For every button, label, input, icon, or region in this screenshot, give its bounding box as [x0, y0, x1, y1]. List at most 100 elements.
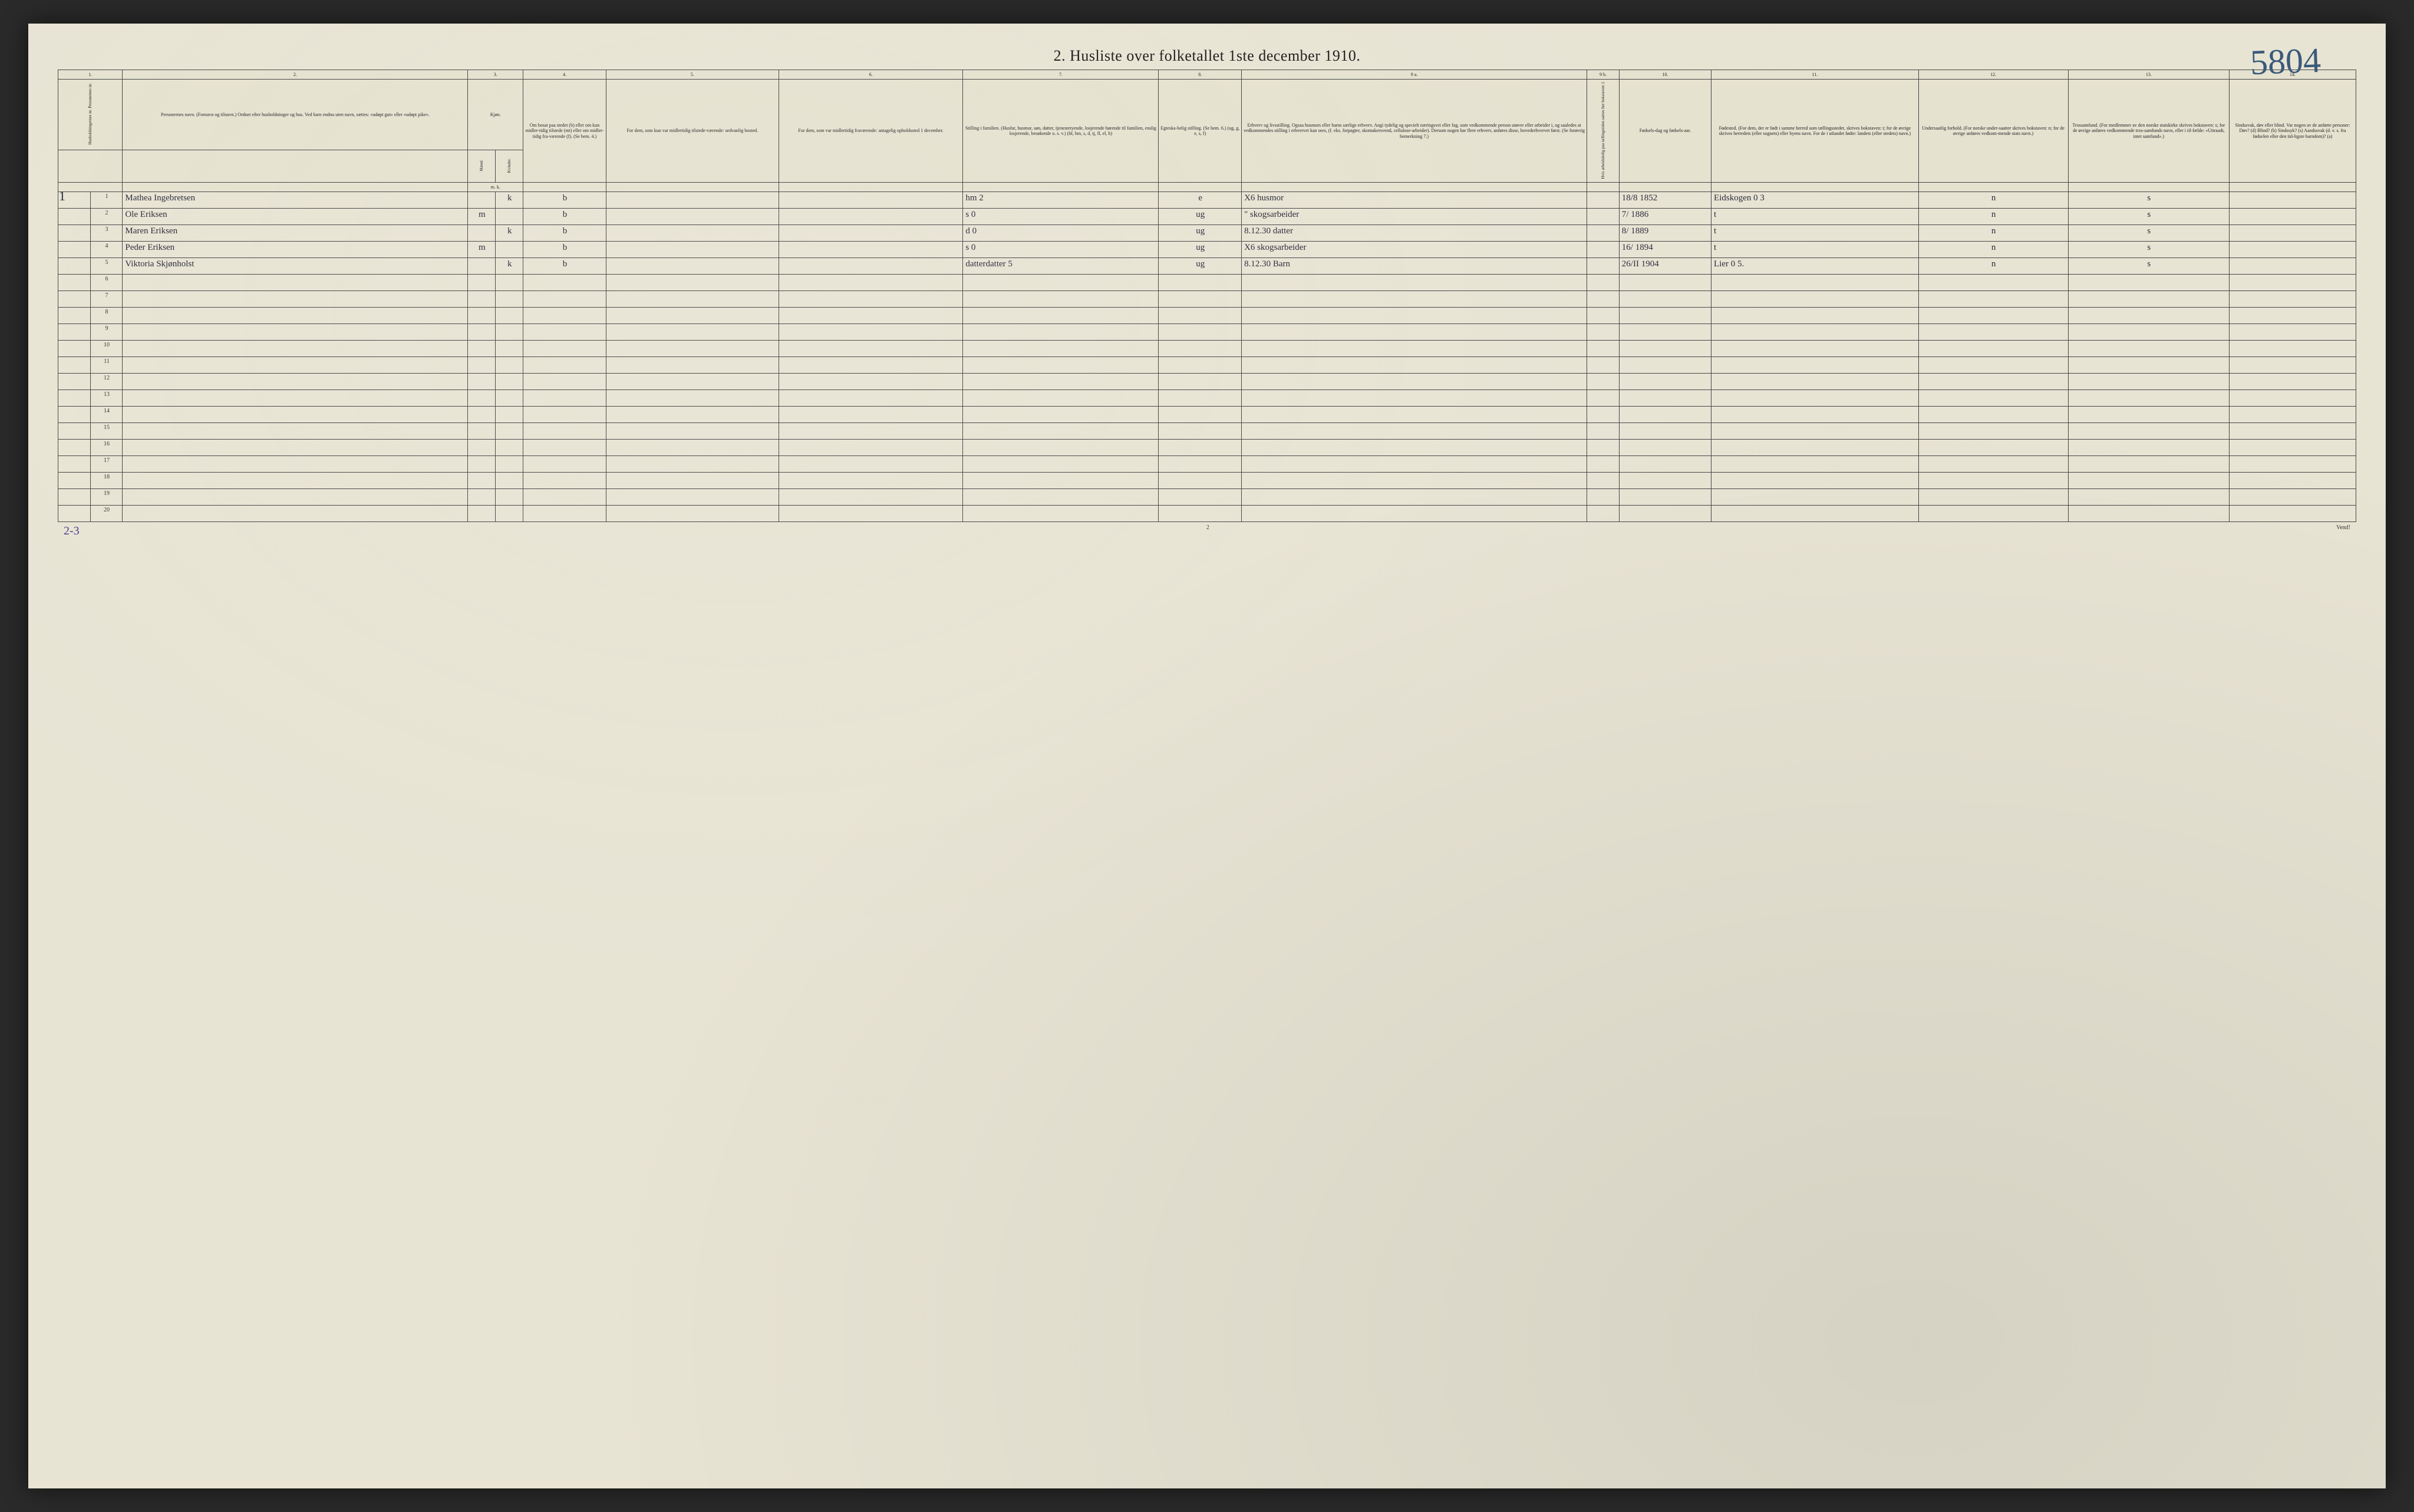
cell: [468, 340, 496, 356]
cell: [58, 472, 91, 488]
cell: [496, 323, 523, 340]
cell: 18/8 1852: [1619, 192, 1711, 208]
cell: [1918, 422, 2068, 439]
cell: [606, 257, 779, 274]
cell: [468, 307, 496, 323]
cell: [468, 455, 496, 472]
hdr-2b: [123, 150, 468, 183]
column-number-row: 1. 2. 3. 4. 5. 6. 7. 8. 9 a. 9 b. 10. 11…: [58, 70, 2356, 80]
cell: [123, 274, 468, 290]
cell: b: [523, 257, 606, 274]
cell: [123, 373, 468, 389]
cell: [2068, 505, 2229, 521]
cell: b: [523, 208, 606, 225]
cell: [2068, 422, 2229, 439]
cell: [523, 290, 606, 307]
cell: [1242, 290, 1587, 307]
cell: [523, 422, 606, 439]
colnum-2: 2.: [123, 70, 468, 80]
census-table: 1. 2. 3. 4. 5. 6. 7. 8. 9 a. 9 b. 10. 11…: [58, 70, 2356, 522]
colnum-4: 4.: [523, 70, 606, 80]
cell: [1918, 439, 2068, 455]
cell: [496, 472, 523, 488]
colnum-3: 3.: [468, 70, 523, 80]
cell: [1711, 455, 1919, 472]
cell: 5: [90, 257, 123, 274]
cell: [963, 472, 1159, 488]
table-row: 3Maren Eriksenkbd 0ug8.12.30 datter8/ 18…: [58, 225, 2356, 241]
cell: 13: [90, 389, 123, 406]
table-row: 11: [58, 356, 2356, 373]
footer-center-note: 2: [1206, 524, 1209, 538]
table-row: 12: [58, 373, 2356, 389]
cell: [1587, 373, 1620, 389]
cell: [779, 356, 963, 373]
cell: [606, 488, 779, 505]
handwritten-corner-number: 5804: [2250, 40, 2321, 83]
cell: " skogsarbeider: [1242, 208, 1587, 225]
cell: 9: [90, 323, 123, 340]
cell: X6 skogsarbeider: [1242, 241, 1587, 257]
cell: [496, 241, 523, 257]
cell: s: [2068, 192, 2229, 208]
cell: [606, 274, 779, 290]
cell: [1159, 422, 1242, 439]
cell: [2068, 307, 2229, 323]
cell: [496, 373, 523, 389]
cell: [1619, 307, 1711, 323]
cell: 14: [90, 406, 123, 422]
cell: [2230, 208, 2356, 225]
cell: [2230, 274, 2356, 290]
table-row: 13: [58, 389, 2356, 406]
cell: [606, 208, 779, 225]
cell: [779, 439, 963, 455]
cell: [1619, 323, 1711, 340]
hdr-2: Personernes navn. (Fornavn og tilnavn.) …: [123, 80, 468, 150]
cell: b: [523, 225, 606, 241]
cell: 8: [90, 307, 123, 323]
cell: [58, 389, 91, 406]
cell: [779, 488, 963, 505]
cell: [1619, 274, 1711, 290]
cell: [1711, 406, 1919, 422]
cell: [779, 505, 963, 521]
table-row: 1Mathea Ingebretsenkbhm 2eX6 husmor18/8 …: [58, 192, 2356, 208]
cell: [1242, 274, 1587, 290]
cell: [963, 290, 1159, 307]
census-page: 2. Husliste over folketallet 1ste decemb…: [28, 24, 2386, 1488]
cell: [123, 307, 468, 323]
cell: [1159, 356, 1242, 373]
cell: [779, 373, 963, 389]
cell: 12: [90, 373, 123, 389]
cell: [1159, 505, 1242, 521]
cell: [1159, 406, 1242, 422]
cell: [963, 439, 1159, 455]
hdr-10: Fødsels-dag og fødsels-aar.: [1619, 80, 1711, 183]
cell: [2230, 356, 2356, 373]
cell: [1242, 356, 1587, 373]
cell: [2230, 323, 2356, 340]
cell: t: [1711, 225, 1919, 241]
household-tick: 1: [59, 189, 65, 204]
cell: [779, 455, 963, 472]
cell: [1619, 406, 1711, 422]
cell: [1711, 356, 1919, 373]
cell: 19: [90, 488, 123, 505]
cell: [606, 455, 779, 472]
cell: [523, 389, 606, 406]
cell: [2230, 472, 2356, 488]
cell: [1159, 274, 1242, 290]
cell: [523, 373, 606, 389]
cell: [1242, 505, 1587, 521]
cell: [2230, 373, 2356, 389]
cell: [1619, 373, 1711, 389]
cell: [2230, 439, 2356, 455]
cell: [606, 192, 779, 208]
cell: [2068, 472, 2229, 488]
column-mk-row: m. k.: [58, 182, 2356, 192]
cell: [468, 488, 496, 505]
cell: [1242, 488, 1587, 505]
cell: [496, 389, 523, 406]
cell: 17: [90, 455, 123, 472]
cell: [2068, 290, 2229, 307]
